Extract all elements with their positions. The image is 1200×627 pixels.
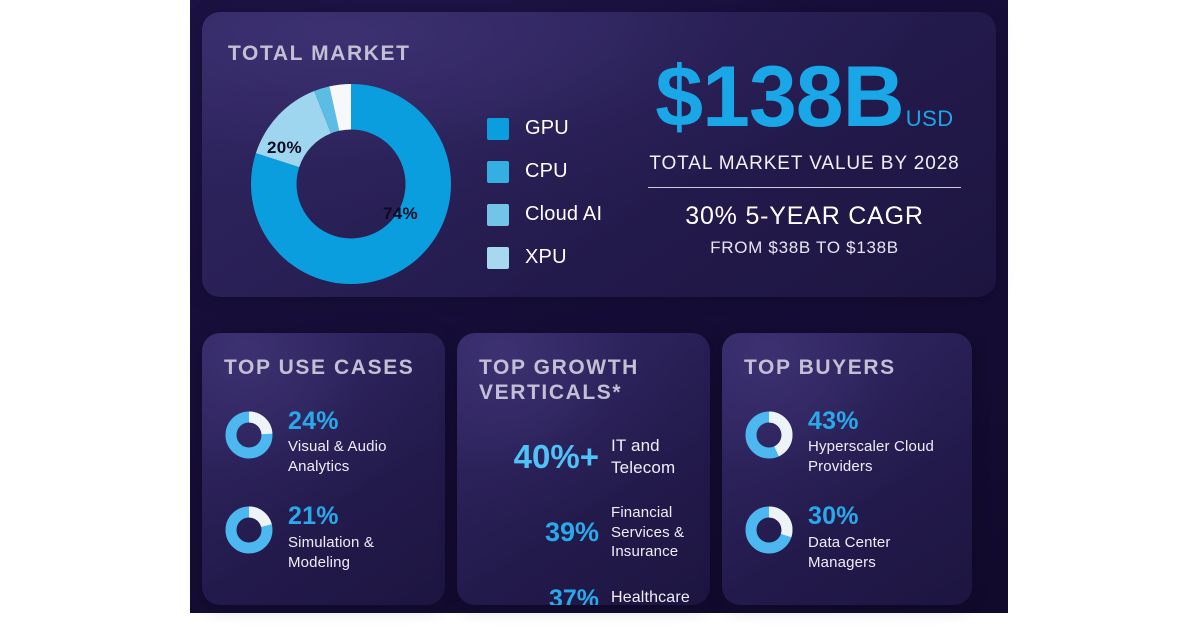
verticals-list: 40%+ IT and Telecom 39% Financial Servic…: [477, 435, 700, 605]
top-growth-verticals-panel: TOP GROWTH VERTICALS* 40%+ IT and Teleco…: [457, 333, 710, 605]
stat-label: Data Center Managers: [808, 533, 891, 571]
donut-label-cpu: 20%: [267, 138, 302, 157]
vertical-label: IT and Telecom: [611, 436, 676, 478]
list-item: 40%+ IT and Telecom: [477, 435, 700, 479]
donut-label-gpu: 74%: [383, 204, 418, 223]
stat-text: 24% Visual & Audio Analytics: [288, 408, 431, 477]
list-item: 37% Healthcare: [477, 584, 700, 605]
stat-percent: 21%: [288, 502, 339, 531]
list-item: 43% Hyperscaler Cloud Providers: [744, 408, 958, 477]
mini-donut-icon: [224, 505, 274, 560]
stat-label: Visual & Audio Analytics: [288, 438, 387, 476]
market-value-subtitle: TOTAL MARKET VALUE BY 2028: [649, 152, 960, 174]
range-line: FROM $38B TO $138B: [710, 237, 899, 257]
legend-item-cpu: CPU: [487, 150, 602, 193]
legend-swatch-icon: [487, 117, 509, 140]
legend-swatch-icon: [487, 246, 509, 269]
donut-slice-cpu: [255, 91, 331, 168]
vertical-percent: 40%+: [513, 437, 599, 475]
list-item: 30% Data Center Managers: [744, 503, 958, 572]
vertical-percent: 39%: [544, 517, 599, 548]
total-market-panel: TOTAL MARKET 74% 20%: [202, 12, 996, 297]
stat-percent: 43%: [808, 407, 859, 435]
legend-label: GPU: [525, 117, 569, 139]
donut-slice-cloud-ai: [314, 86, 340, 134]
vertical-label: Financial Services & Insurance: [611, 504, 685, 561]
stat-label: Hyperscaler Cloud Providers: [808, 438, 934, 476]
legend-label: Cloud AI: [525, 203, 603, 225]
total-market-donut-chart: 74% 20%: [247, 80, 455, 288]
market-value-headline: $138BUSD: [632, 54, 977, 140]
stat-text: 43% Hyperscaler Cloud Providers: [808, 408, 958, 477]
mini-donut-icon: [224, 410, 274, 465]
stat-percent: 30%: [808, 502, 859, 531]
infographic-frame: TOTAL MARKET 74% 20%: [190, 0, 1008, 613]
stat-text: 30% Data Center Managers: [808, 503, 958, 572]
market-value-unit: USD: [905, 106, 954, 131]
legend-item-gpu: GPU: [487, 107, 602, 150]
stat-percent: 24%: [288, 407, 339, 435]
buyers-list: 43% Hyperscaler Cloud Providers 30% Data…: [744, 408, 958, 599]
legend-item-xpu: XPU: [487, 236, 602, 279]
donut-svg: [250, 84, 451, 284]
cagr-line: 30% 5-YEAR CAGR: [685, 201, 924, 230]
total-market-title: TOTAL MARKET: [228, 42, 411, 65]
top-use-cases-title: TOP USE CASES: [224, 356, 415, 379]
legend-swatch-icon: [487, 203, 509, 226]
legend-item-cloud-ai: Cloud AI: [487, 193, 602, 236]
legend-swatch-icon: [487, 160, 509, 183]
list-item: 24% Visual & Audio Analytics: [224, 408, 431, 477]
list-item: 21% Simulation & Modeling: [224, 503, 431, 572]
mini-donut-icon: [744, 505, 794, 560]
total-market-legend: GPU CPU Cloud AI XPU: [487, 107, 602, 279]
vertical-label: Healthcare: [611, 589, 690, 605]
market-value-number: $138B: [655, 49, 904, 145]
value-divider: [648, 186, 961, 188]
donut-slice-xpu: [329, 84, 351, 131]
mini-donut-icon: [744, 410, 794, 465]
top-growth-verticals-title: TOP GROWTH VERTICALS*: [479, 356, 639, 404]
vertical-percent: 37%: [548, 584, 599, 605]
donut-slice-gpu: [250, 84, 451, 284]
top-use-cases-panel: TOP USE CASES 24% Visual & Audio Analyti…: [202, 333, 445, 605]
stat-text: 21% Simulation & Modeling: [288, 503, 431, 572]
use-cases-list: 24% Visual & Audio Analytics 21% Simulat…: [224, 408, 431, 599]
stat-label: Simulation & Modeling: [288, 533, 375, 571]
market-value-block: $138BUSD TOTAL MARKET VALUE BY 2028 30% …: [632, 54, 977, 258]
top-buyers-panel: TOP BUYERS 43% Hyperscaler Cloud Provide…: [722, 333, 972, 605]
legend-label: XPU: [525, 246, 567, 268]
legend-label: CPU: [525, 160, 568, 182]
list-item: 39% Financial Services & Insurance: [477, 503, 700, 562]
top-buyers-title: TOP BUYERS: [744, 356, 896, 379]
